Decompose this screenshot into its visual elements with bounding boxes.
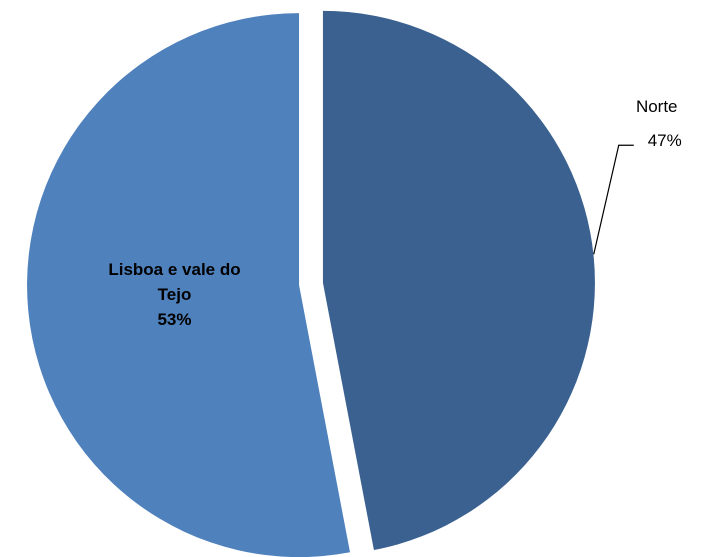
leader-line <box>593 144 634 255</box>
slice-label: Norte <box>636 97 678 116</box>
slice-value-label: 47% <box>648 131 682 150</box>
slice-value-label: 53% <box>157 309 192 329</box>
pie-slice <box>27 13 351 557</box>
pie-slice <box>322 10 595 551</box>
slice-label-box: Lisboa e vale do Tejo 53% <box>99 257 249 332</box>
slice-label: Lisboa e vale do Tejo <box>108 259 241 304</box>
